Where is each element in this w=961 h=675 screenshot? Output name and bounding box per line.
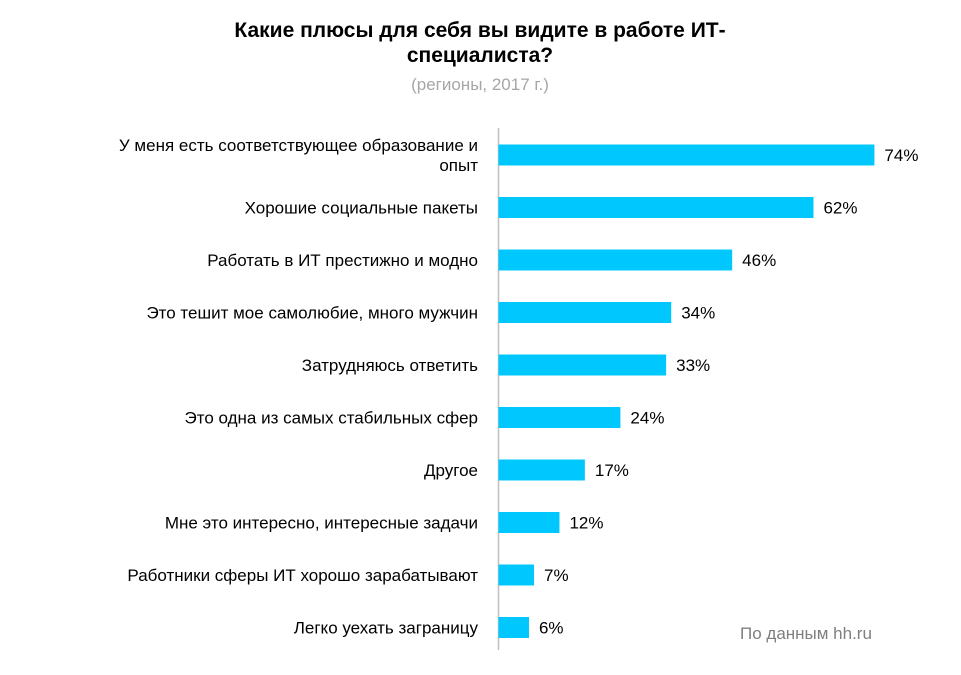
bar [498, 354, 667, 376]
bar [498, 512, 560, 533]
data-label: 7% [544, 566, 569, 585]
category-label: Работать в ИТ престижно и модно [207, 251, 478, 270]
chart-subtitle: (регионы, 2017 г.) [411, 75, 549, 94]
bar [498, 249, 733, 271]
bar [498, 564, 535, 586]
category-label: У меня есть соответствующее образование … [119, 136, 478, 175]
data-label: 46% [742, 251, 776, 270]
data-label: 33% [676, 356, 710, 375]
bar [498, 407, 621, 428]
data-label: 62% [823, 199, 857, 218]
chart-title-line-2: специалиста? [406, 44, 554, 67]
bar [498, 144, 875, 166]
data-label: 34% [681, 304, 715, 323]
bar [498, 197, 814, 218]
data-label: 74% [884, 146, 918, 165]
category-label: Это одна из самых стабильных сфер [185, 409, 478, 428]
bar [498, 617, 529, 638]
data-label: 12% [569, 514, 603, 533]
chart-title-line-1: Какие плюсы для себя вы видите в работе … [234, 19, 726, 42]
category-label: Это тешит мое самолюбие, много мужчин [146, 304, 478, 323]
category-label: Мне это интересно, интересные задачи [165, 514, 478, 533]
bar [498, 459, 585, 481]
source-note: По данным hh.ru [740, 624, 872, 643]
bar [498, 302, 672, 323]
category-label: Хорошие социальные пакеты [245, 199, 478, 218]
chart-title: Какие плюсы для себя вы видите в работе … [180, 18, 780, 68]
category-label: Работники сферы ИТ хорошо зарабатывают [127, 566, 478, 585]
category-label: Легко уехать заграницу [294, 619, 479, 638]
data-label: 6% [539, 619, 564, 638]
data-label: 24% [630, 409, 664, 428]
category-label: Затрудняюсь ответить [302, 356, 478, 375]
category-label: Другое [424, 461, 478, 480]
data-label: 17% [595, 461, 629, 480]
